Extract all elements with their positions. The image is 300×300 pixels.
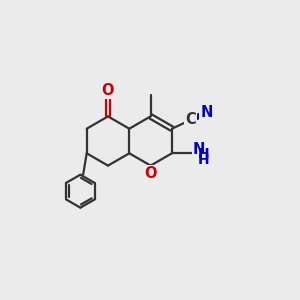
Text: N: N (200, 105, 213, 120)
Text: O: O (102, 83, 114, 98)
Text: C: C (185, 112, 196, 127)
Text: N: N (193, 142, 205, 157)
Text: H: H (198, 153, 209, 167)
Text: H: H (198, 148, 209, 161)
Text: O: O (144, 166, 157, 181)
